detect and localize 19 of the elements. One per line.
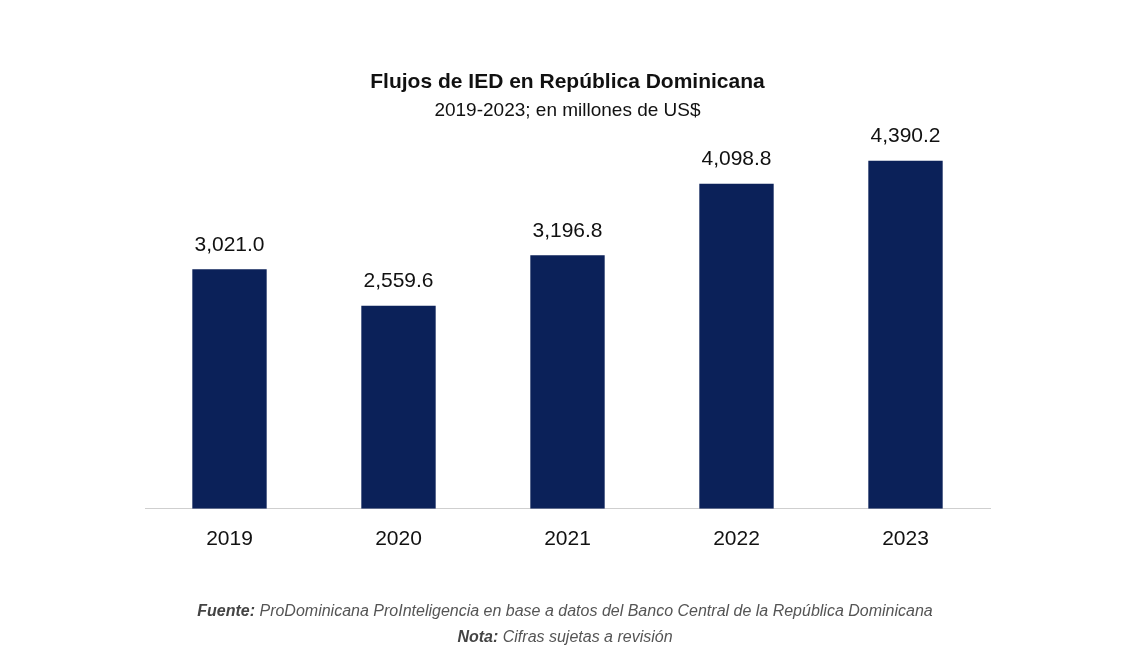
bar	[192, 269, 267, 509]
bar	[868, 160, 943, 509]
x-tick-label: 2022	[713, 526, 760, 550]
x-tick-label: 2021	[544, 526, 591, 550]
data-label: 2,559.6	[363, 268, 434, 292]
x-tick-label: 2020	[375, 526, 422, 550]
bar	[699, 183, 774, 509]
bar	[530, 255, 605, 509]
data-label: 4,390.2	[870, 123, 941, 146]
data-label: 3,021.0	[194, 231, 265, 255]
text: Nota: Cifras sujetas a revisión	[456, 627, 674, 647]
source-note: Fuente: ProDominicana ProInteligencia en base a datos del Banco Central de la República Dominicana	[196, 601, 934, 621]
x-tick-label: 2023	[882, 526, 929, 550]
chart-title: Flujos de IED en República Dominicana	[370, 69, 766, 93]
bar	[361, 305, 436, 509]
x-tick-label: 2019	[206, 526, 253, 550]
chart-subtitle: 2019-2023; en millones de US$	[434, 98, 702, 120]
data-label: 3,196.8	[532, 217, 603, 241]
data-label: 4,098.8	[701, 146, 772, 170]
